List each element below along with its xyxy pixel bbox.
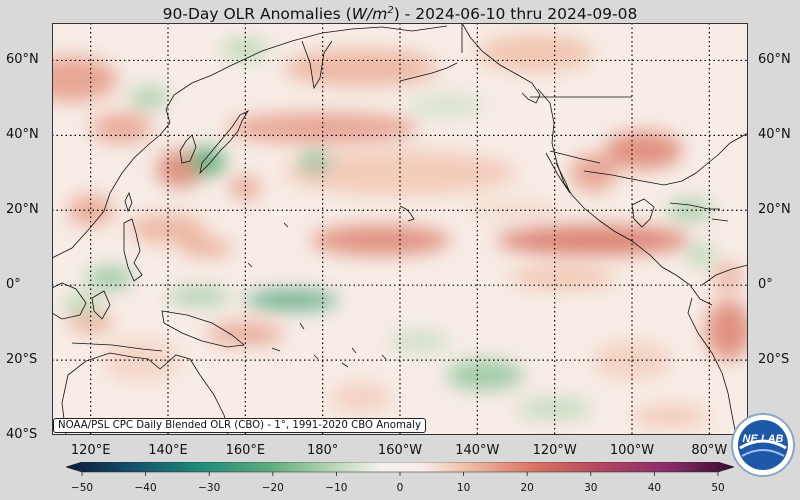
anomaly-blob [311, 225, 451, 256]
latitude-label: 40°N [6, 127, 39, 143]
coast-yucatan [631, 198, 655, 228]
data-source-caption: NOAA/PSL CPC Daily Blended OLR (CBO) - 1… [53, 418, 426, 433]
map-panel [52, 23, 748, 435]
coast-taiwan [124, 191, 133, 213]
latitude-label: 0° [6, 277, 21, 293]
latitude-label: 20°N [6, 202, 39, 218]
coast-indonesia [52, 282, 163, 352]
anomaly-blob [686, 243, 718, 267]
anomaly-blob [245, 290, 339, 310]
anomaly-blob [705, 300, 748, 361]
anomaly-blob [477, 34, 594, 72]
title-unit: W/m [351, 5, 388, 24]
coast-new-guinea [161, 310, 245, 348]
anomaly-blob [407, 94, 486, 117]
logo-swoosh [739, 439, 787, 450]
longitude-label: 180° [306, 443, 339, 458]
coast-aleutians [399, 62, 458, 82]
anomaly-blob [330, 382, 393, 413]
anomaly-map [52, 23, 748, 435]
coast-caribbean [669, 202, 729, 222]
longitude-label: 140°E [148, 443, 188, 458]
longitude-label: 160°W [377, 443, 423, 458]
colorbar-tick-label: 40 [647, 482, 662, 494]
longitude-label: 120°E [70, 443, 111, 458]
logo-swoosh-2 [741, 449, 785, 457]
anomaly-blob [496, 225, 690, 256]
anomaly-blob [187, 146, 227, 177]
latitude-label: 40°N [758, 127, 791, 143]
coast-kamchatka [301, 40, 333, 90]
latitude-label: 60°N [758, 52, 791, 68]
colorbar-bar [66, 462, 734, 473]
anomaly-blob [446, 360, 524, 391]
colorbar-tick-label: 0 [396, 482, 404, 494]
latitude-label: 20°N [758, 202, 791, 218]
map-frame [52, 23, 748, 435]
graticule [52, 23, 748, 435]
title-prefix: 90-Day OLR Anomalies ( [162, 5, 352, 24]
coast-korea [179, 134, 197, 164]
longitude-label: 140°W [455, 443, 500, 458]
anomaly-blob [52, 56, 118, 102]
noaa-logo: NE LAB [731, 413, 795, 477]
longitude-label: 100°W [609, 443, 655, 458]
logo-text: NE LAB [743, 433, 784, 445]
latitude-label: 20°S [758, 352, 790, 368]
anomaly-blob [102, 337, 180, 383]
anomaly-blob [299, 150, 331, 173]
title-suffix: ) - 2024-06-10 thru 2024-09-08 [393, 5, 638, 24]
latitude-label: 0° [758, 277, 773, 293]
coast-islands [247, 222, 387, 368]
coast-philippines [123, 218, 143, 282]
latitude-label: 60°N [6, 52, 39, 68]
anomaly-blob [86, 266, 134, 289]
anomaly-blob [179, 238, 234, 258]
coast-asia [52, 25, 448, 259]
longitude-label: 160°E [225, 443, 266, 458]
colorbar-tick-label: 50 [711, 482, 725, 494]
anomaly-blob [570, 154, 617, 192]
anomaly-blob [129, 214, 207, 244]
logo-disc [738, 420, 788, 470]
anomaly-blob [168, 287, 230, 306]
coast-hawaii [399, 205, 415, 222]
coast-alaska [461, 23, 713, 306]
colorbar-tick-label: 30 [584, 482, 598, 494]
coast-baja [545, 152, 571, 194]
longitude-label: 80°W [691, 443, 728, 458]
colorbar-tick-label: −10 [325, 482, 348, 494]
colorbar-tick-label: −30 [198, 482, 221, 494]
coast-japan [199, 110, 250, 175]
latitude-label: 40°S [6, 427, 38, 442]
coast-australia [61, 352, 229, 435]
anomaly-blob [632, 405, 710, 428]
anomaly-blob [129, 86, 168, 110]
colorbar-tick-label: −50 [70, 482, 94, 494]
title-unit-exponent: 2 [387, 5, 394, 16]
latitude-label: 20°S [6, 352, 38, 368]
colorbar-tick-label: −20 [261, 482, 284, 494]
anomaly-blob [63, 292, 103, 316]
coast-gulf [583, 132, 748, 186]
anomaly-blob [666, 199, 714, 222]
anomaly-blob [508, 266, 617, 289]
map-title: 90-Day OLR Anomalies (W/m2) - 2024-06-10… [0, 0, 800, 24]
anomaly-blob [604, 131, 683, 170]
colorbar [66, 462, 734, 476]
colorbar-tick-label: −40 [134, 482, 157, 494]
border-us-mexico [549, 150, 601, 164]
anomaly-blob [222, 37, 269, 61]
longitude-label: 120°W [532, 443, 577, 458]
anomaly-blob [593, 341, 671, 379]
anomaly-blob [229, 176, 261, 200]
anomaly-blob [90, 112, 153, 143]
anomaly-blob [388, 330, 451, 353]
anomaly-blob [67, 311, 114, 334]
colorbar-tick-label: 10 [456, 482, 471, 494]
coastlines [52, 23, 748, 435]
anomaly-blob [516, 397, 594, 421]
colorbar-tick-label: 20 [520, 482, 534, 494]
anomaly-blob [67, 195, 114, 226]
